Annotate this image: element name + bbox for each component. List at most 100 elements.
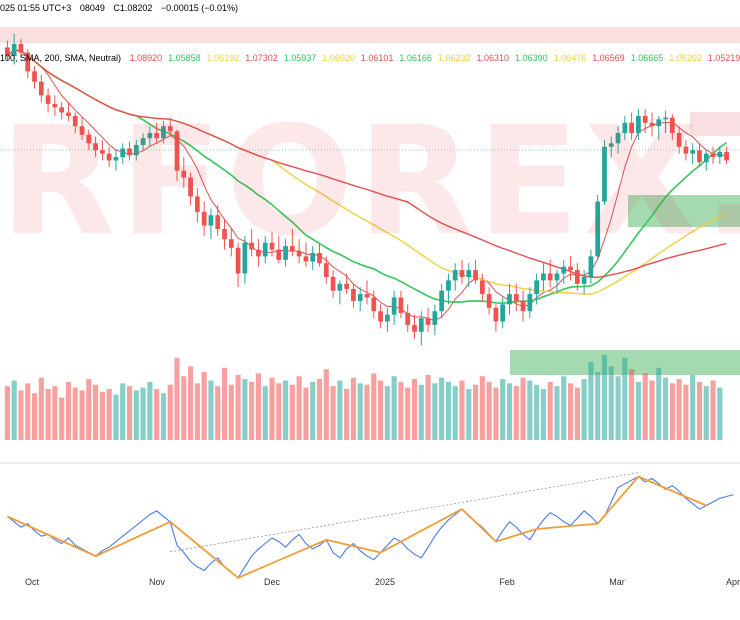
- candle-body: [25, 52, 31, 72]
- sma-value: 1.05192: [206, 53, 240, 63]
- volume-bar: [601, 355, 608, 440]
- volume-bar: [357, 383, 363, 440]
- volume-bar: [418, 384, 424, 440]
- volume-bar: [242, 379, 248, 440]
- candle-body: [391, 297, 397, 315]
- candle-body: [513, 294, 519, 301]
- candle-body: [507, 294, 512, 305]
- volume-bar: [303, 387, 309, 440]
- candle: [398, 290, 404, 319]
- ohlc-value-0: 08049: [79, 3, 105, 13]
- candle: [479, 273, 485, 301]
- candle-body: [547, 273, 553, 281]
- sma-value: 1.05858: [168, 53, 201, 63]
- candle: [520, 290, 526, 322]
- candle: [364, 280, 370, 305]
- sma-value: 1.06665: [630, 53, 664, 63]
- candle-body: [140, 138, 146, 146]
- volume-bar: [710, 380, 716, 440]
- candle-body: [588, 256, 594, 277]
- candle-body: [269, 242, 275, 250]
- candle-body: [120, 148, 126, 158]
- candle-body: [398, 297, 404, 313]
- sma-value: 1.06166: [399, 53, 432, 63]
- sma-legend-label: 100, SMA, 200, SMA, Neutral): [0, 53, 122, 63]
- volume-bar: [717, 387, 723, 440]
- candle-body: [18, 43, 24, 53]
- resistance-zone-right: [690, 112, 740, 136]
- volume-bar: [439, 377, 445, 440]
- candle-body: [242, 242, 248, 274]
- sma-value: 1.06569: [592, 53, 625, 63]
- candle: [337, 280, 343, 305]
- volume-bar: [289, 384, 295, 440]
- volume-bar: [154, 389, 160, 440]
- volume-bar: [86, 379, 92, 440]
- candle: [636, 109, 641, 140]
- candle: [249, 228, 255, 257]
- candle-body: [534, 280, 540, 295]
- rsi-line: [7, 475, 734, 579]
- candle: [425, 307, 431, 332]
- candle: [93, 136, 98, 158]
- candle: [588, 249, 594, 284]
- candle: [222, 218, 227, 250]
- candle-body: [147, 133, 153, 139]
- volume-bar: [486, 381, 492, 440]
- candle-body: [317, 252, 322, 264]
- candle-body: [405, 312, 411, 325]
- candle: [208, 208, 214, 240]
- candle-body: [459, 270, 465, 277]
- volume-bar: [25, 383, 31, 440]
- candle: [174, 129, 180, 182]
- candle-body: [72, 115, 78, 127]
- candle-body: [330, 276, 336, 291]
- volume-bar: [690, 374, 696, 440]
- sma-value: 1.05219: [707, 53, 740, 63]
- sma-value: 1.06020: [322, 53, 355, 63]
- candle-body: [45, 95, 51, 104]
- candle: [608, 136, 614, 158]
- rsi-trendline: [170, 472, 639, 553]
- candle: [215, 205, 221, 236]
- x-tick-label: Nov: [149, 577, 166, 587]
- candle-body: [276, 249, 282, 260]
- volume-bar: [255, 373, 262, 440]
- volume-bar: [629, 369, 635, 440]
- resistance-zone-top: [0, 27, 740, 43]
- volume-bar: [683, 384, 689, 440]
- sma-value: 1.06310: [476, 53, 510, 63]
- volume-bar: [228, 384, 234, 440]
- candle-body: [296, 251, 302, 257]
- volume-bar: [72, 387, 78, 440]
- candle: [127, 141, 132, 161]
- volume-bar: [133, 390, 139, 440]
- candle: [378, 304, 383, 329]
- volume-bar: [364, 384, 370, 440]
- candle: [25, 49, 31, 79]
- volume-bar: [581, 379, 587, 440]
- sma-legend: 100, SMA, 200, SMA, Neutral) 1.08920 1.05…: [0, 53, 740, 63]
- x-tick-label: Feb: [499, 577, 515, 587]
- candle-body: [378, 311, 383, 322]
- candle-body: [181, 170, 187, 178]
- volume-bar: [472, 384, 479, 440]
- candle: [541, 263, 546, 291]
- ohlc-timestamp: 025 01:55 UTC+3: [0, 3, 72, 13]
- candle-body: [100, 150, 105, 154]
- candle: [391, 290, 397, 325]
- candle: [256, 239, 261, 267]
- volume-bar: [534, 384, 540, 440]
- candle-body: [194, 196, 200, 212]
- candle-body: [466, 270, 472, 277]
- support-zone-mid: [628, 195, 740, 227]
- volume-bar: [398, 381, 404, 440]
- candle-body: [228, 239, 234, 248]
- candle-body: [669, 117, 675, 134]
- volume-bar: [99, 391, 105, 440]
- volume-bar: [65, 381, 72, 440]
- volume-bar: [344, 389, 350, 440]
- volume-bar: [411, 379, 418, 440]
- candle-body: [371, 297, 377, 312]
- candle: [45, 88, 51, 113]
